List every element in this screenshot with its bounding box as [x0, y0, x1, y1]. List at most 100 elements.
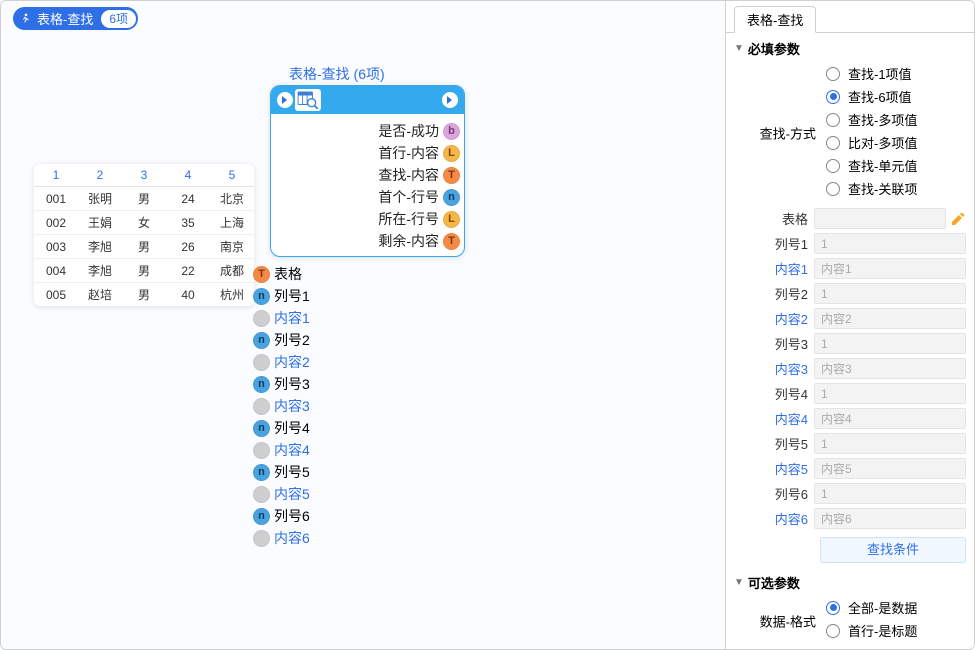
type-badge-icon: n [253, 464, 270, 481]
section-required-label: 必填参数 [748, 39, 800, 58]
param-label: 列号5 [726, 434, 814, 453]
node-input-port[interactable]: 内容1 [253, 307, 373, 329]
radio-label: 查找-多项值 [848, 110, 917, 129]
section-optional-label: 可选参数 [748, 573, 800, 592]
canvas[interactable]: 表格-查找 6项 12345 001张明男24北京002王娟女35上海003李旭… [1, 1, 725, 649]
param-input[interactable]: 内容4 [814, 408, 966, 429]
input-label: 内容5 [274, 484, 310, 504]
node-output-port[interactable]: 首个-行号n [271, 186, 464, 208]
data-format-label: 数据-格式 [726, 612, 816, 631]
type-badge-icon: T [253, 266, 270, 283]
radio-label: 比对-多项值 [848, 133, 917, 152]
edit-icon[interactable] [950, 211, 966, 227]
data-format-option[interactable]: 首行-是标题 [826, 619, 974, 642]
node-input-port[interactable]: T表格 [253, 263, 373, 285]
node-input-port[interactable]: n列号3 [253, 373, 373, 395]
node-output-port[interactable]: 剩余-内容T [271, 230, 464, 252]
node-input-port[interactable]: 内容3 [253, 395, 373, 417]
param-input[interactable]: 1 [814, 383, 966, 404]
flow-tag[interactable]: 表格-查找 6项 [13, 7, 138, 30]
search-mode-option[interactable]: 比对-多项值 [826, 131, 974, 154]
field-table-value[interactable] [814, 208, 946, 229]
radio-icon [826, 601, 840, 615]
node-output-port[interactable]: 所在-行号L [271, 208, 464, 230]
node-input-port[interactable]: n列号6 [253, 505, 373, 527]
node-output-port[interactable]: 查找-内容T [271, 164, 464, 186]
search-mode-label: 查找-方式 [726, 124, 816, 143]
search-condition-button[interactable]: 查找条件 [820, 537, 966, 563]
table-cell: 005 [34, 283, 78, 307]
param-input[interactable]: 内容3 [814, 358, 966, 379]
search-mode-option[interactable]: 查找-单元值 [826, 154, 974, 177]
table-cell: 22 [166, 259, 210, 283]
node-input-port[interactable]: n列号2 [253, 329, 373, 351]
radio-label: 查找-单元值 [848, 156, 917, 175]
node-input-port[interactable]: n列号5 [253, 461, 373, 483]
node-card[interactable]: 表格-查找 (6项) [270, 85, 465, 257]
node-input-port[interactable]: n列号4 [253, 417, 373, 439]
search-mode-option[interactable]: 查找-多项值 [826, 108, 974, 131]
param-input[interactable]: 1 [814, 233, 966, 254]
param-input[interactable]: 内容6 [814, 508, 966, 529]
input-label: 内容4 [274, 440, 310, 460]
param-input[interactable]: 1 [814, 483, 966, 504]
input-label: 内容3 [274, 396, 310, 416]
search-mode-option[interactable]: 查找-关联项 [826, 177, 974, 200]
input-label: 内容6 [274, 528, 310, 548]
param-input[interactable]: 1 [814, 333, 966, 354]
param-input[interactable]: 1 [814, 283, 966, 304]
node-output-port[interactable]: 首行-内容L [271, 142, 464, 164]
section-required[interactable]: ▼ 必填参数 [726, 33, 974, 60]
radio-icon [826, 113, 840, 127]
radio-icon [826, 624, 840, 638]
field-table: 表格 [726, 206, 974, 231]
type-badge-icon: n [253, 332, 270, 349]
param-field-row: 内容6内容6 [726, 506, 974, 531]
node-input-port[interactable]: 内容2 [253, 351, 373, 373]
search-mode-option[interactable]: 查找-6项值 [826, 85, 974, 108]
param-input[interactable]: 内容1 [814, 258, 966, 279]
param-label: 内容3 [726, 359, 814, 378]
data-format-option[interactable]: 全部-是数据 [826, 596, 974, 619]
type-badge-icon: L [443, 145, 460, 162]
radio-icon [826, 136, 840, 150]
search-mode-option[interactable]: 查找-1项值 [826, 62, 974, 85]
panel-tab-active[interactable]: 表格-查找 [734, 6, 816, 33]
param-input[interactable]: 内容2 [814, 308, 966, 329]
param-field-row: 列号61 [726, 481, 974, 506]
param-label: 内容5 [726, 459, 814, 478]
table-cell: 男 [122, 235, 166, 259]
node-input-port[interactable]: 内容6 [253, 527, 373, 549]
node-output-port[interactable]: 是否-成功b [271, 120, 464, 142]
param-label: 列号1 [726, 234, 814, 253]
table-row: 003李旭男26南京 [34, 235, 254, 259]
node-input-port[interactable]: n列号1 [253, 285, 373, 307]
table-cell: 男 [122, 283, 166, 307]
flow-in-arrow-icon[interactable] [277, 92, 293, 108]
param-input[interactable]: 1 [814, 433, 966, 454]
table-cell: 35 [166, 211, 210, 235]
table-cell: 南京 [210, 235, 254, 259]
table-cell: 26 [166, 235, 210, 259]
node-header [271, 86, 464, 114]
input-label: 内容1 [274, 308, 310, 328]
param-field-row: 内容1内容1 [726, 256, 974, 281]
node-title: 表格-查找 (6项) [289, 64, 385, 84]
param-field-row: 内容4内容4 [726, 406, 974, 431]
flow-out-arrow-icon[interactable] [442, 92, 458, 108]
node-inputs: T表格n列号1内容1n列号2内容2n列号3内容3n列号4内容4n列号5内容5n列… [253, 263, 373, 549]
output-label: 首行-内容 [378, 143, 439, 163]
table-cell: 女 [122, 211, 166, 235]
type-badge-icon: n [443, 189, 460, 206]
param-field-row: 列号11 [726, 231, 974, 256]
node-input-port[interactable]: 内容4 [253, 439, 373, 461]
person-run-icon [19, 12, 33, 26]
node-input-port[interactable]: 内容5 [253, 483, 373, 505]
param-input[interactable]: 内容5 [814, 458, 966, 479]
section-optional[interactable]: ▼ 可选参数 [726, 567, 974, 594]
param-field-row: 列号41 [726, 381, 974, 406]
table-cell: 成都 [210, 259, 254, 283]
output-label: 首个-行号 [378, 187, 439, 207]
table-cell: 002 [34, 211, 78, 235]
input-label: 列号5 [274, 462, 310, 482]
